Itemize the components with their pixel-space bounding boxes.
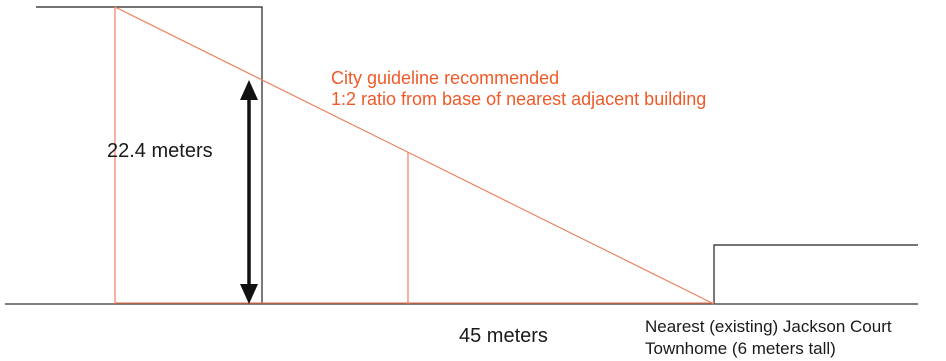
townhome-outline xyxy=(713,244,918,304)
townhome-caption-line2: Townhome (6 meters tall) xyxy=(645,339,836,358)
townhome-caption-line1: Nearest (existing) Jackson Court xyxy=(645,317,892,336)
arrow-head-bottom xyxy=(240,284,258,304)
distance-label: 45 meters xyxy=(459,325,548,347)
townhome-caption: Nearest (existing) Jackson Court Townhom… xyxy=(645,316,892,360)
height-label: 22.4 meters xyxy=(107,140,213,162)
guideline-caption-line2: 1:2 ratio from base of nearest adjacent … xyxy=(331,89,707,109)
proposed-building-outline xyxy=(36,6,263,304)
guideline-caption: City guideline recommended 1:2 ratio fro… xyxy=(331,68,706,110)
height-arrow xyxy=(240,80,258,304)
arrow-head-top xyxy=(240,80,258,100)
guideline-caption-line1: City guideline recommended xyxy=(331,68,560,88)
guideline-slope xyxy=(114,6,715,305)
